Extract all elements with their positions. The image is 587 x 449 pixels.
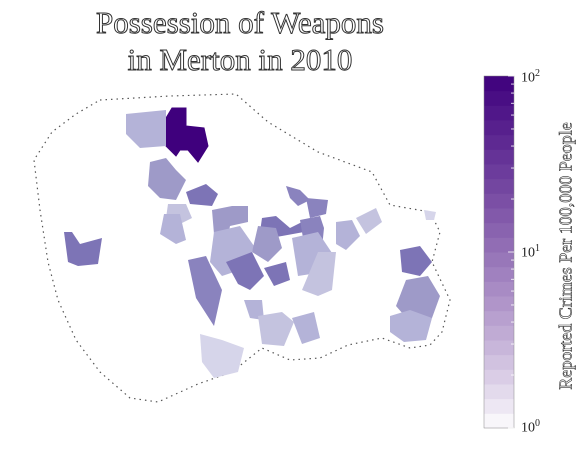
ward-region <box>390 310 432 342</box>
colorbar-step <box>484 354 514 370</box>
colorbar-step <box>484 178 514 194</box>
ward-region <box>165 107 209 163</box>
colorbar-step <box>484 237 514 253</box>
colorbar-step <box>484 296 514 312</box>
colorbar-step <box>484 208 514 224</box>
colorbar-tick-top: 102 <box>521 68 540 86</box>
colorbar-step <box>484 134 514 150</box>
ward-region <box>252 226 282 262</box>
ward-region <box>126 110 166 148</box>
colorbar-tick-mid: 101 <box>521 243 540 261</box>
colorbar-step <box>484 266 514 282</box>
ward-region <box>200 334 244 378</box>
colorbar-step <box>484 398 514 414</box>
map-title-line1: Possession of Weapons <box>96 5 385 41</box>
colorbar-step <box>484 193 514 209</box>
colorbar-step <box>484 76 514 92</box>
ward-region <box>226 252 264 290</box>
ward-region <box>302 252 336 296</box>
colorbar-label: Reported Crimes Per 100,000 People <box>555 122 576 390</box>
colorbar-step <box>484 252 514 268</box>
ward-region <box>306 198 328 218</box>
colorbar-step <box>484 369 514 385</box>
colorbar-step <box>484 105 514 121</box>
ward-region <box>258 312 294 346</box>
colorbar-step <box>484 164 514 180</box>
colorbar-tick-bottom: 100 <box>521 418 540 436</box>
ward-region <box>400 246 432 276</box>
ward-region <box>160 214 186 244</box>
ward-region <box>244 300 264 320</box>
colorbar-step <box>484 120 514 136</box>
colorbar-step <box>484 149 514 165</box>
ward-region <box>64 232 102 266</box>
colorbar-step <box>484 222 514 238</box>
colorbar-step <box>484 281 514 297</box>
ward-region <box>188 256 222 326</box>
ward-region <box>186 184 218 206</box>
ward-region <box>148 158 186 200</box>
ward-region <box>396 276 440 322</box>
ward-region <box>264 262 290 286</box>
colorbar-step <box>484 384 514 400</box>
colorbar-step <box>484 325 514 341</box>
colorbar-step <box>484 413 514 429</box>
map-title-line2: in Merton in 2010 <box>127 42 353 78</box>
ward-region <box>286 186 310 206</box>
colorbar-step <box>484 90 514 106</box>
colorbar-step <box>484 310 514 326</box>
ward-region <box>292 312 320 344</box>
map-title: Possession of Weapons in Merton in 2010 <box>40 4 440 78</box>
ward-region <box>336 220 360 250</box>
ward-region <box>424 210 436 220</box>
ward-region <box>356 208 382 234</box>
colorbar-step <box>484 340 514 356</box>
ward-region <box>212 206 248 236</box>
